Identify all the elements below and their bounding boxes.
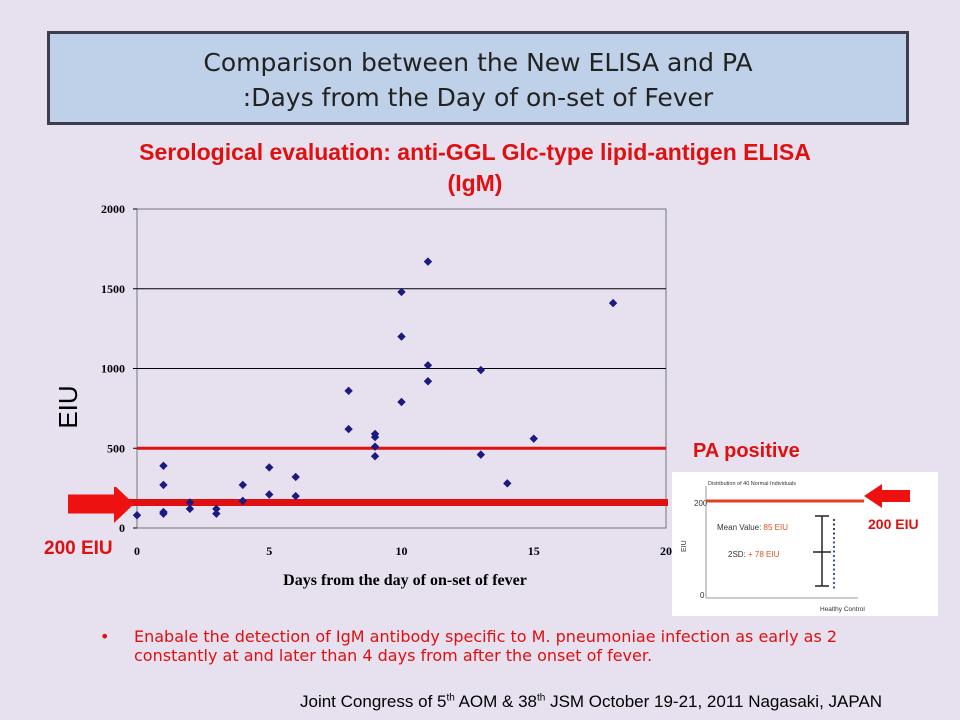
data-point	[185, 498, 195, 507]
data-point	[423, 257, 433, 266]
y-tick-label: 2000	[101, 202, 125, 216]
data-point	[397, 397, 406, 407]
data-point	[476, 450, 486, 459]
inset-dot	[832, 581, 836, 585]
inset-data-points	[832, 518, 836, 589]
y-tick-label: 1500	[101, 282, 125, 296]
data-point	[265, 463, 274, 472]
pa-positive-label: PA positive	[693, 440, 800, 462]
inset-dot	[832, 532, 836, 535]
bullet-text: Enabale the detection of IgM antibody sp…	[134, 627, 838, 665]
data-points	[132, 257, 618, 520]
data-point	[159, 480, 168, 490]
slide-title-line2: :Days from the Day of on-set of Fever	[242, 83, 714, 112]
data-point	[370, 452, 380, 461]
inset-sd-value: + 78 EIU	[748, 550, 780, 559]
inset-mean-value: 85 EIU	[764, 523, 789, 532]
data-point	[397, 332, 406, 341]
data-point	[423, 377, 433, 386]
inset-tick-200: 200	[694, 499, 708, 508]
svg-text:Mean Value: 85 EIU: Mean Value: 85 EIU	[717, 523, 788, 532]
inset-dot	[832, 554, 836, 558]
data-point	[529, 434, 538, 443]
data-point	[476, 365, 486, 375]
inset-dot	[832, 568, 836, 571]
data-point	[423, 361, 433, 370]
inset-arrow-icon	[864, 484, 910, 508]
x-tick-label: 5	[266, 544, 272, 558]
inset-tick-0: 0	[700, 591, 705, 600]
title-box: Comparison between the New ELISA and PA …	[47, 31, 909, 125]
x-tick-label: 20	[660, 544, 672, 558]
data-point	[159, 509, 168, 518]
inset-dot	[832, 536, 836, 540]
data-point	[608, 298, 618, 308]
x-tick-label: 0	[134, 544, 140, 558]
cutoff-label: 200 EIU	[44, 538, 113, 559]
inset-dot	[832, 518, 836, 522]
data-point	[344, 386, 353, 396]
data-point	[238, 496, 247, 506]
grid-lines	[136, 208, 667, 529]
inset-dot	[832, 559, 836, 562]
inset-cutoff-label: 200 EIU	[868, 516, 919, 532]
data-point	[238, 480, 247, 490]
data-point	[291, 491, 300, 501]
x-tick-label: 15	[528, 544, 540, 558]
data-point	[370, 442, 380, 451]
inset-chart: Distribution of 40 Normal Individuals EI…	[681, 481, 865, 613]
footer-citation: Joint Congress of 5th AOM & 38th JSM Oct…	[300, 692, 883, 711]
y-tick-label: 1000	[101, 362, 125, 376]
inset-dot	[832, 577, 836, 580]
data-point	[503, 479, 512, 488]
x-tick-label: 10	[396, 544, 408, 558]
x-axis-label: Days from the day of on-set of fever	[283, 572, 527, 589]
data-point	[397, 287, 406, 297]
inset-ylabel: EIU	[681, 540, 688, 552]
inset-dot	[832, 563, 836, 567]
inset-dot	[832, 541, 836, 544]
inset-xlabel: Healthy Control	[820, 606, 865, 613]
data-point	[265, 490, 274, 499]
inset-dot	[832, 527, 836, 531]
chart-heading-line2: (IgM)	[447, 170, 503, 196]
inset-sd-label: 2SD:	[728, 550, 748, 559]
inset-dot	[832, 572, 836, 576]
chart-heading-line1: Serological evaluation: anti-GGL Glc-typ…	[139, 139, 811, 165]
inset-dot	[832, 586, 836, 589]
inset-mean-label: Mean Value:	[717, 523, 764, 532]
inset-dot	[832, 523, 836, 526]
cutoff-arrow-icon	[68, 487, 134, 524]
data-point	[344, 424, 353, 434]
y-tick-label: 500	[107, 441, 125, 455]
inset-dot	[832, 545, 836, 549]
slide-title-line1: Comparison between the New ELISA and PA	[203, 48, 753, 77]
data-point	[185, 504, 195, 514]
inset-dot	[832, 550, 836, 553]
data-point	[291, 472, 300, 482]
bullet-icon: •	[100, 627, 110, 646]
svg-text:2SD: + 78 EIU: 2SD: + 78 EIU	[728, 550, 780, 559]
data-point	[370, 432, 380, 442]
data-point	[212, 509, 221, 518]
inset-title: Distribution of 40 Normal Individuals	[708, 481, 796, 487]
data-point	[159, 461, 168, 470]
y-tick-label: 0	[119, 521, 125, 535]
tick-labels: 0 500 1000 1500 2000 0 5 10 15 20	[101, 202, 672, 558]
data-point	[212, 504, 221, 514]
data-point	[132, 511, 142, 520]
